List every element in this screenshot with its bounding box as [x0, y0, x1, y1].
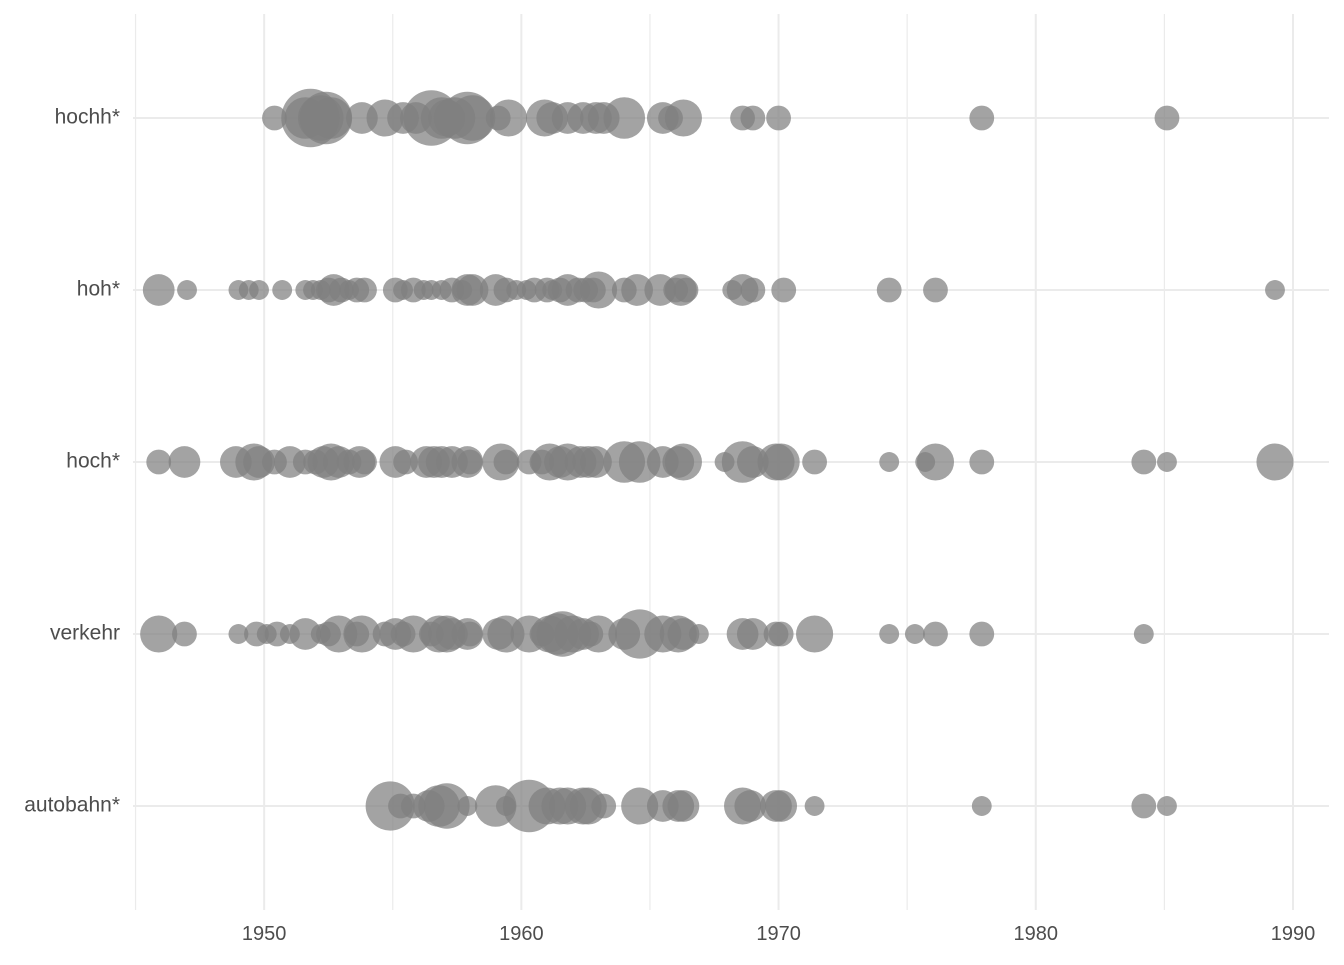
x-axis-tick-labels: 1950 1960 1970 1980 1990: [242, 923, 1315, 945]
data-point: [289, 618, 322, 650]
data-point: [142, 274, 175, 306]
data-point: [1256, 443, 1294, 481]
data-point: [673, 277, 699, 303]
data-point: [916, 443, 955, 481]
data-point: [618, 441, 661, 483]
data-point: [734, 790, 767, 822]
data-point: [168, 446, 201, 478]
data-point: [177, 280, 197, 300]
data-point: [457, 621, 483, 647]
data-point: [771, 277, 797, 303]
x-tick-label: 1950: [242, 923, 287, 945]
data-point: [449, 95, 496, 141]
data-point: [879, 624, 900, 644]
data-point: [1157, 796, 1177, 816]
data-point: [766, 105, 791, 131]
x-tick-label: 1960: [499, 923, 544, 945]
data-point: [664, 99, 702, 137]
data-point: [456, 274, 489, 306]
data-point: [796, 615, 834, 653]
data-point: [904, 624, 925, 644]
data-point: [310, 97, 352, 139]
data-point: [272, 280, 293, 300]
y-tick-label: verkehr: [50, 622, 120, 645]
data-point: [923, 621, 948, 647]
x-tick-label: 1990: [1271, 923, 1316, 945]
data-point: [424, 783, 470, 829]
data-point: [489, 99, 528, 137]
data-point: [579, 271, 618, 309]
data-point: [1131, 793, 1157, 819]
data-point: [879, 452, 900, 472]
data-point: [394, 615, 432, 653]
data-point: [1131, 449, 1157, 475]
data-points: [140, 88, 1294, 833]
y-axis-tick-labels: autobahn* verkehr hoch* hoh* hochh*: [24, 106, 120, 817]
y-tick-label: autobahn*: [24, 794, 120, 817]
data-point: [971, 796, 992, 816]
data-point: [262, 105, 287, 131]
data-point: [352, 277, 377, 303]
data-point: [736, 618, 769, 650]
data-point: [740, 105, 766, 131]
data-point: [621, 787, 659, 825]
data-point: [603, 97, 646, 139]
data-point: [621, 274, 653, 306]
data-point: [140, 615, 178, 653]
data-point: [457, 449, 483, 475]
data-point: [591, 793, 617, 819]
data-point: [1154, 105, 1180, 131]
data-point: [969, 449, 995, 475]
data-point: [1265, 280, 1285, 300]
data-point: [352, 449, 377, 475]
data-point: [969, 621, 995, 647]
data-point: [172, 621, 197, 647]
data-point: [740, 277, 766, 303]
x-tick-label: 1980: [1014, 923, 1059, 945]
data-point: [579, 615, 618, 653]
data-point: [804, 796, 825, 816]
data-point: [493, 449, 519, 475]
data-point: [1133, 624, 1154, 644]
data-point: [146, 449, 172, 475]
data-point: [249, 280, 269, 300]
data-point: [667, 790, 700, 822]
y-tick-label: hochh*: [55, 106, 120, 129]
data-point: [969, 105, 995, 131]
data-point: [228, 624, 249, 644]
data-point: [457, 796, 478, 816]
data-point: [923, 277, 948, 303]
y-tick-label: hoh*: [77, 278, 120, 301]
data-point: [802, 449, 827, 475]
data-point: [688, 624, 709, 644]
data-point: [762, 443, 800, 481]
data-point: [667, 618, 700, 650]
x-tick-label: 1970: [756, 923, 801, 945]
data-point: [768, 621, 794, 647]
y-tick-label: hoch*: [66, 450, 120, 473]
data-point: [343, 615, 381, 653]
data-point: [876, 277, 902, 303]
data-point: [580, 446, 612, 478]
data-point: [1157, 452, 1177, 472]
data-point: [664, 443, 702, 481]
data-point: [765, 790, 798, 822]
